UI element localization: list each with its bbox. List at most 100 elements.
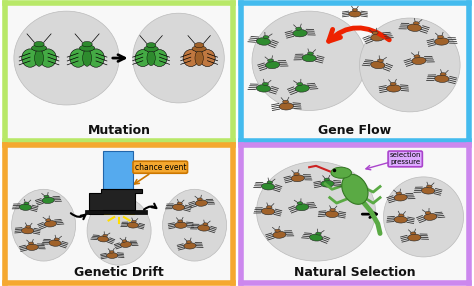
Ellipse shape [163,189,227,261]
Ellipse shape [267,181,273,184]
Ellipse shape [195,50,203,66]
Ellipse shape [88,49,104,67]
Ellipse shape [396,192,401,195]
Text: Natural Selection: Natural Selection [294,266,416,279]
Ellipse shape [302,54,316,62]
Ellipse shape [135,49,151,67]
Ellipse shape [349,11,361,17]
Text: selection
pressure: selection pressure [390,152,421,165]
Ellipse shape [256,162,375,261]
Ellipse shape [178,220,183,223]
Ellipse shape [177,202,182,205]
Text: Mutation: Mutation [88,124,151,137]
Text: Gene Flow: Gene Flow [319,124,392,137]
Ellipse shape [107,253,118,258]
Ellipse shape [26,244,38,250]
Ellipse shape [82,41,92,47]
Ellipse shape [359,18,460,112]
Ellipse shape [46,219,51,221]
Ellipse shape [424,213,437,220]
Ellipse shape [308,52,313,55]
Ellipse shape [413,22,419,25]
Ellipse shape [31,45,47,51]
Ellipse shape [26,225,31,228]
Ellipse shape [11,189,76,261]
Ellipse shape [352,9,357,11]
Ellipse shape [131,221,136,223]
Ellipse shape [342,174,368,204]
Ellipse shape [70,49,86,67]
Ellipse shape [109,251,114,253]
Ellipse shape [330,208,336,211]
Ellipse shape [387,85,401,92]
Ellipse shape [261,208,274,215]
Ellipse shape [412,57,426,65]
Ellipse shape [296,204,309,211]
Ellipse shape [186,241,191,243]
Ellipse shape [283,100,289,103]
Ellipse shape [256,38,271,45]
Ellipse shape [435,38,449,45]
Ellipse shape [173,204,185,210]
Ellipse shape [195,200,208,206]
Ellipse shape [435,75,449,82]
Ellipse shape [120,242,132,247]
Ellipse shape [197,198,202,200]
Ellipse shape [295,85,310,92]
Polygon shape [90,189,142,214]
Ellipse shape [146,43,156,48]
Ellipse shape [267,59,273,62]
Ellipse shape [34,41,44,47]
Ellipse shape [28,242,34,245]
Ellipse shape [279,103,293,110]
Ellipse shape [440,73,446,76]
Ellipse shape [42,197,55,204]
Ellipse shape [127,222,138,228]
Ellipse shape [133,13,224,103]
Ellipse shape [263,35,269,39]
Ellipse shape [263,82,268,86]
Ellipse shape [321,180,334,187]
Ellipse shape [297,82,303,86]
Ellipse shape [144,46,158,51]
Ellipse shape [390,82,396,85]
Ellipse shape [291,175,304,182]
Ellipse shape [54,238,59,241]
Ellipse shape [325,211,339,218]
Ellipse shape [377,59,383,62]
Ellipse shape [19,204,31,210]
Ellipse shape [87,196,151,265]
Ellipse shape [316,232,321,235]
Ellipse shape [331,167,351,178]
Ellipse shape [383,177,464,257]
Ellipse shape [35,50,44,66]
Ellipse shape [399,214,404,217]
Ellipse shape [421,187,435,194]
Ellipse shape [294,172,299,176]
Ellipse shape [438,35,444,39]
Ellipse shape [324,178,329,181]
Ellipse shape [49,240,61,246]
Ellipse shape [103,234,108,237]
Ellipse shape [175,222,187,228]
Ellipse shape [256,85,271,92]
Polygon shape [85,210,146,214]
Ellipse shape [273,231,286,238]
Ellipse shape [372,31,378,35]
Ellipse shape [98,236,109,242]
Ellipse shape [394,216,407,223]
Ellipse shape [261,183,274,190]
Ellipse shape [45,221,56,227]
Ellipse shape [21,228,34,234]
Ellipse shape [184,243,196,249]
Ellipse shape [14,11,119,105]
Ellipse shape [122,240,127,242]
Ellipse shape [203,223,208,225]
Ellipse shape [266,206,272,208]
Ellipse shape [293,29,307,37]
Ellipse shape [40,49,56,67]
Ellipse shape [194,43,204,48]
Ellipse shape [192,46,206,51]
Ellipse shape [371,61,385,69]
Ellipse shape [82,50,91,66]
